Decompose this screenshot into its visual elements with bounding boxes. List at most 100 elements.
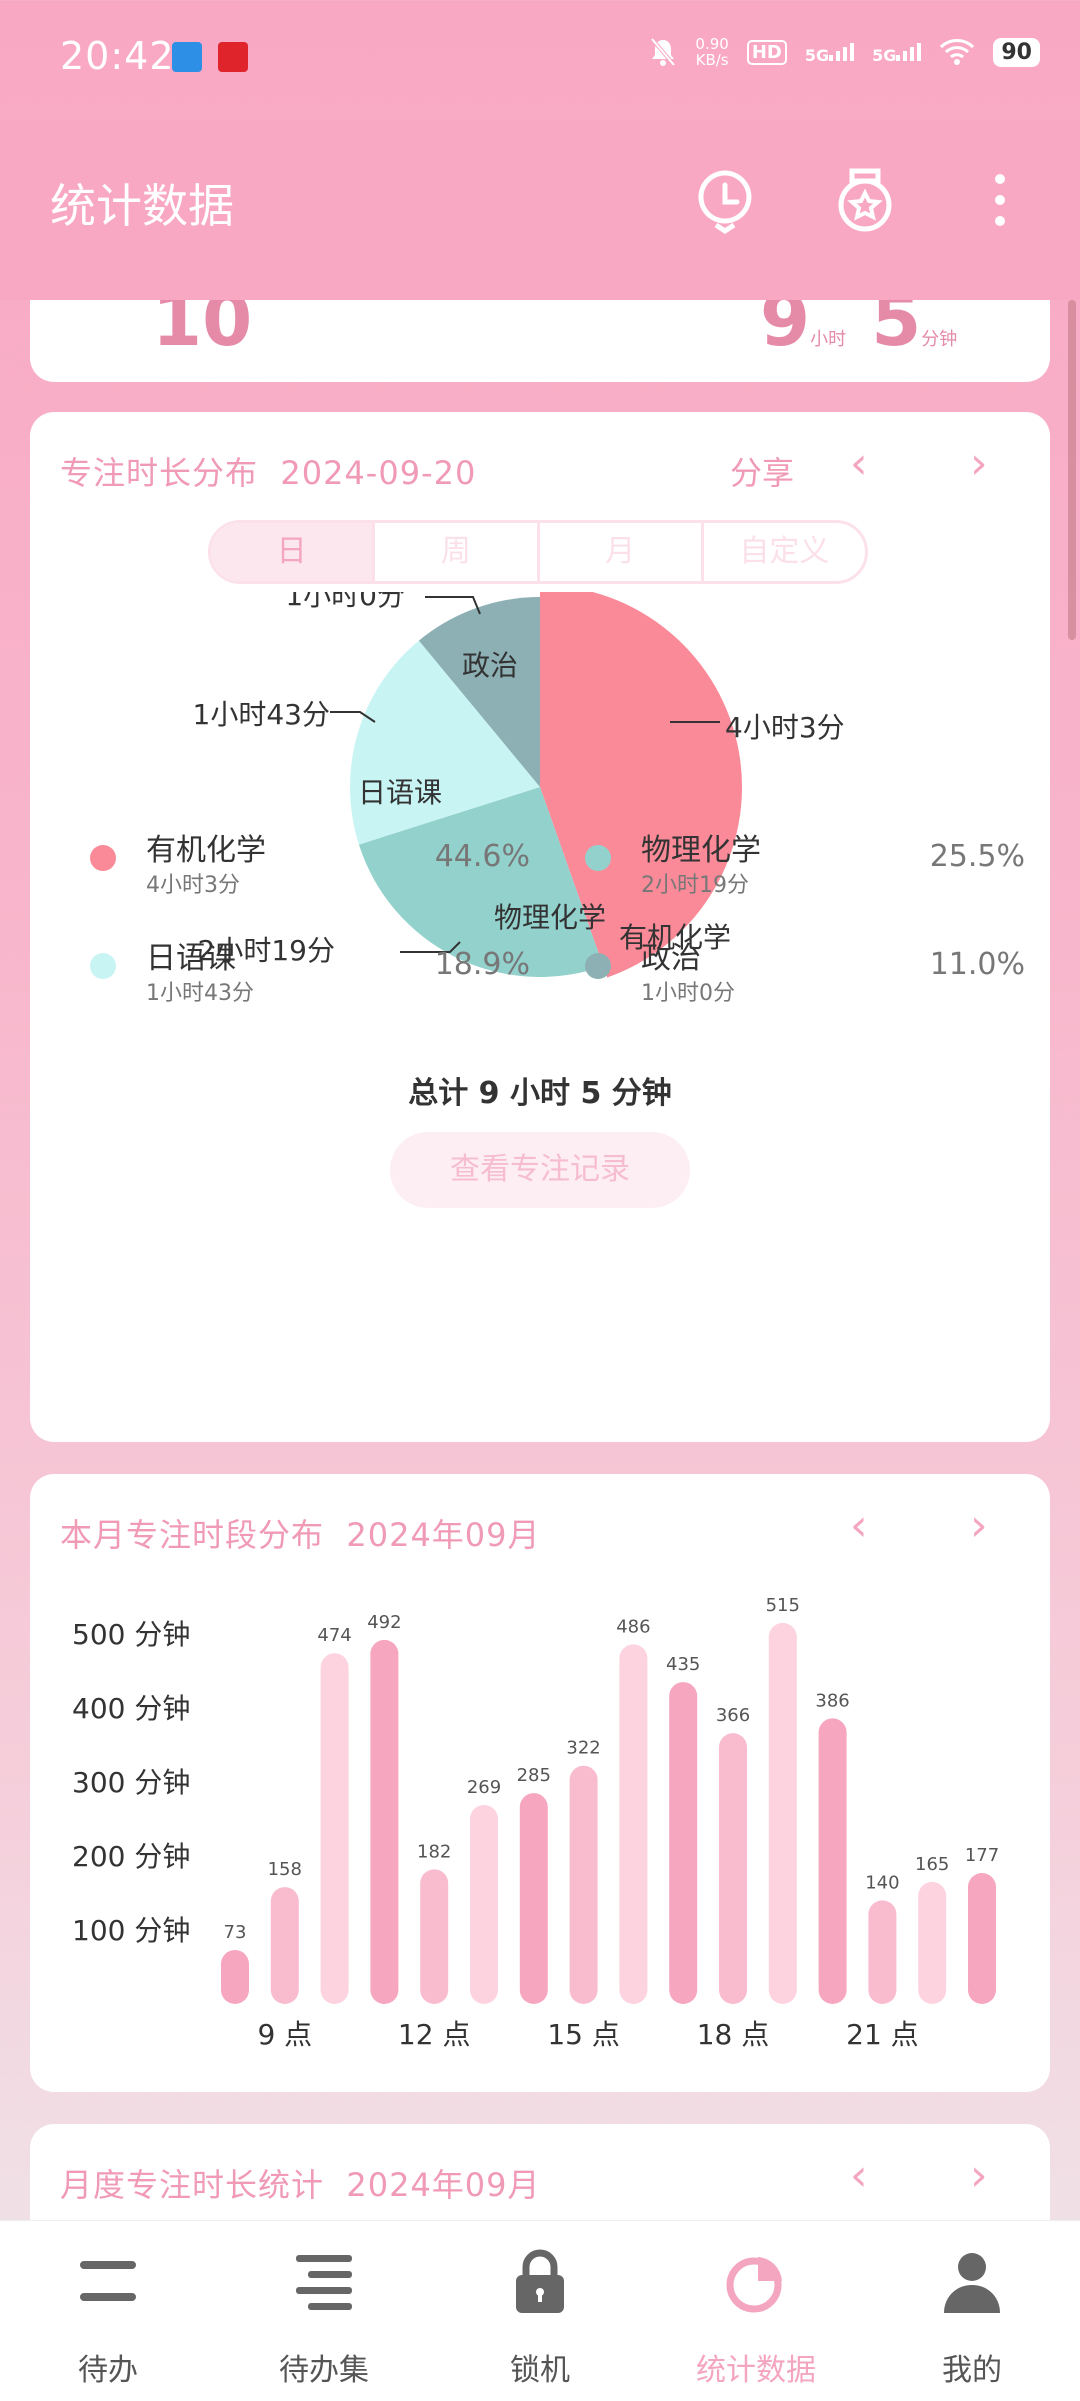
legend-time: 4小时3分 <box>146 873 240 898</box>
nav-todo[interactable]: 待办 <box>0 2221 216 2401</box>
bar-value-label: 158 <box>268 1859 302 1880</box>
clock-icon[interactable] <box>690 165 760 235</box>
bar-value-label: 486 <box>616 1616 650 1637</box>
bar-value-label: 269 <box>467 1777 501 1798</box>
bar-value-label: 182 <box>417 1841 451 1862</box>
tab-day[interactable]: 日 <box>211 523 376 581</box>
legend-item: 物理化学 2小时19分 25.5% <box>585 825 1025 905</box>
app-bar: 统计数据 <box>0 120 1080 300</box>
legend-name: 有机化学 <box>146 833 266 868</box>
legend-dot <box>585 953 611 979</box>
bar-value-label: 492 <box>367 1612 401 1633</box>
x-tick-label: 9 点 <box>257 2018 312 2051</box>
share-button[interactable]: 分享 <box>730 454 795 492</box>
pie-slice-label: 物理化学 <box>494 901 606 934</box>
period-tabs: 日 周 月 自定义 <box>208 520 868 584</box>
tab-week[interactable]: 周 <box>375 523 540 581</box>
page-title: 统计数据 <box>50 179 234 233</box>
legend-dot <box>90 845 116 871</box>
pie-slice-label: 有机化学 <box>619 921 731 954</box>
legend-time: 1小时0分 <box>641 981 735 1006</box>
net-speed: 0.90 KB/s <box>695 35 729 69</box>
bottom-nav: 待办 待办集 锁机 统计数据 我的 <box>0 2220 1080 2401</box>
hourly-title: 本月专注时段分布 2024年09月 <box>60 1516 541 1554</box>
news-app-icon <box>218 42 248 72</box>
legend-percent: 18.9% <box>434 947 530 982</box>
status-bar: 20:42 0.90 KB/s HD 5G 5G 90 <box>0 0 1080 120</box>
todo-icon <box>80 2261 136 2301</box>
x-tick-label: 21 点 <box>846 2018 919 2051</box>
nav-todo-set[interactable]: 待办集 <box>216 2221 432 2401</box>
total-duration: 9小时 5分钟 <box>760 300 958 362</box>
tab-month[interactable]: 月 <box>540 523 704 581</box>
pie-chart-icon <box>726 2257 782 2313</box>
distribution-title: 专注时长分布 2024-09-20 <box>60 454 477 492</box>
y-tick-label: 500 分钟 <box>72 1618 190 1651</box>
chevron-right-icon[interactable]: › <box>970 1500 988 1551</box>
chevron-left-icon[interactable]: ‹ <box>850 1500 868 1551</box>
bar-value-label: 285 <box>517 1765 551 1786</box>
bar <box>470 1804 498 2004</box>
legend-percent: 44.6% <box>434 839 530 874</box>
chevron-left-icon[interactable]: ‹ <box>850 438 868 489</box>
mute-icon <box>650 37 676 67</box>
legend-name: 物理化学 <box>641 833 761 868</box>
chevron-left-icon[interactable]: ‹ <box>850 2150 868 2201</box>
x-tick-label: 15 点 <box>547 2018 620 2051</box>
bar <box>968 1873 996 2004</box>
bar-value-label: 366 <box>716 1705 750 1726</box>
chevron-right-icon[interactable]: › <box>970 2150 988 2201</box>
nav-statistics[interactable]: 统计数据 <box>648 2221 864 2401</box>
legend-time: 2小时19分 <box>641 873 749 898</box>
pie-callout-label: 1小时0分 <box>285 592 405 612</box>
bar <box>768 1622 797 2004</box>
legend-name: 日语课 <box>146 941 236 976</box>
legend-percent: 25.5% <box>929 839 1025 874</box>
bar-value-label: 386 <box>815 1690 849 1711</box>
lock-icon <box>516 2249 564 2313</box>
more-vert-icon[interactable] <box>965 165 1035 235</box>
bar <box>320 1653 349 2004</box>
bar-value-label: 435 <box>666 1654 700 1675</box>
bar-value-label: 165 <box>915 1854 949 1875</box>
total-focus-time: 总计 9 小时 5 分钟 <box>408 1076 672 1111</box>
battery-level: 90 <box>993 37 1040 67</box>
nav-lock[interactable]: 锁机 <box>432 2221 648 2401</box>
bar <box>420 1869 449 2004</box>
bar <box>569 1765 598 2004</box>
bar <box>918 1881 947 2004</box>
nav-profile[interactable]: 我的 <box>864 2221 1080 2401</box>
bar <box>868 1900 897 2004</box>
pie-slice-label: 日语课 <box>358 776 442 809</box>
bar-value-label: 515 <box>766 1595 800 1616</box>
status-icons: 0.90 KB/s HD 5G 5G 90 <box>649 36 1040 68</box>
pie-slice-2 <box>350 640 540 845</box>
bar-value-label: 73 <box>224 1922 247 1943</box>
y-tick-label: 400 分钟 <box>72 1692 190 1725</box>
view-records-button[interactable]: 查看专注记录 <box>390 1132 690 1208</box>
callout-line <box>400 941 461 953</box>
pie-callout-label: 4小时3分 <box>725 711 845 744</box>
legend-name: 政治 <box>641 941 701 976</box>
pie-slice-0 <box>540 592 742 978</box>
legend-percent: 11.0% <box>929 947 1025 982</box>
tab-custom[interactable]: 自定义 <box>739 534 830 569</box>
callout-line <box>330 711 376 723</box>
bar <box>221 1949 249 2004</box>
medal-icon[interactable] <box>830 165 900 235</box>
session-count: 10 <box>152 300 253 362</box>
bar-value-label: 177 <box>965 1845 999 1866</box>
signal-5g-2: 5G <box>872 39 922 65</box>
pie-slice-3 <box>418 597 540 787</box>
y-tick-label: 100 分钟 <box>72 1914 190 1947</box>
bar <box>519 1793 548 2004</box>
pie-slice-label: 政治 <box>462 649 518 682</box>
pie-callout-label: 1小时43分 <box>193 698 330 731</box>
browser-app-icon <box>172 42 202 72</box>
legend-item: 政治 1小时0分 11.0% <box>585 933 1025 1013</box>
bar <box>818 1718 847 2004</box>
scrollbar[interactable] <box>1068 300 1076 640</box>
chevron-right-icon[interactable]: › <box>970 438 988 489</box>
bar <box>619 1644 648 2004</box>
